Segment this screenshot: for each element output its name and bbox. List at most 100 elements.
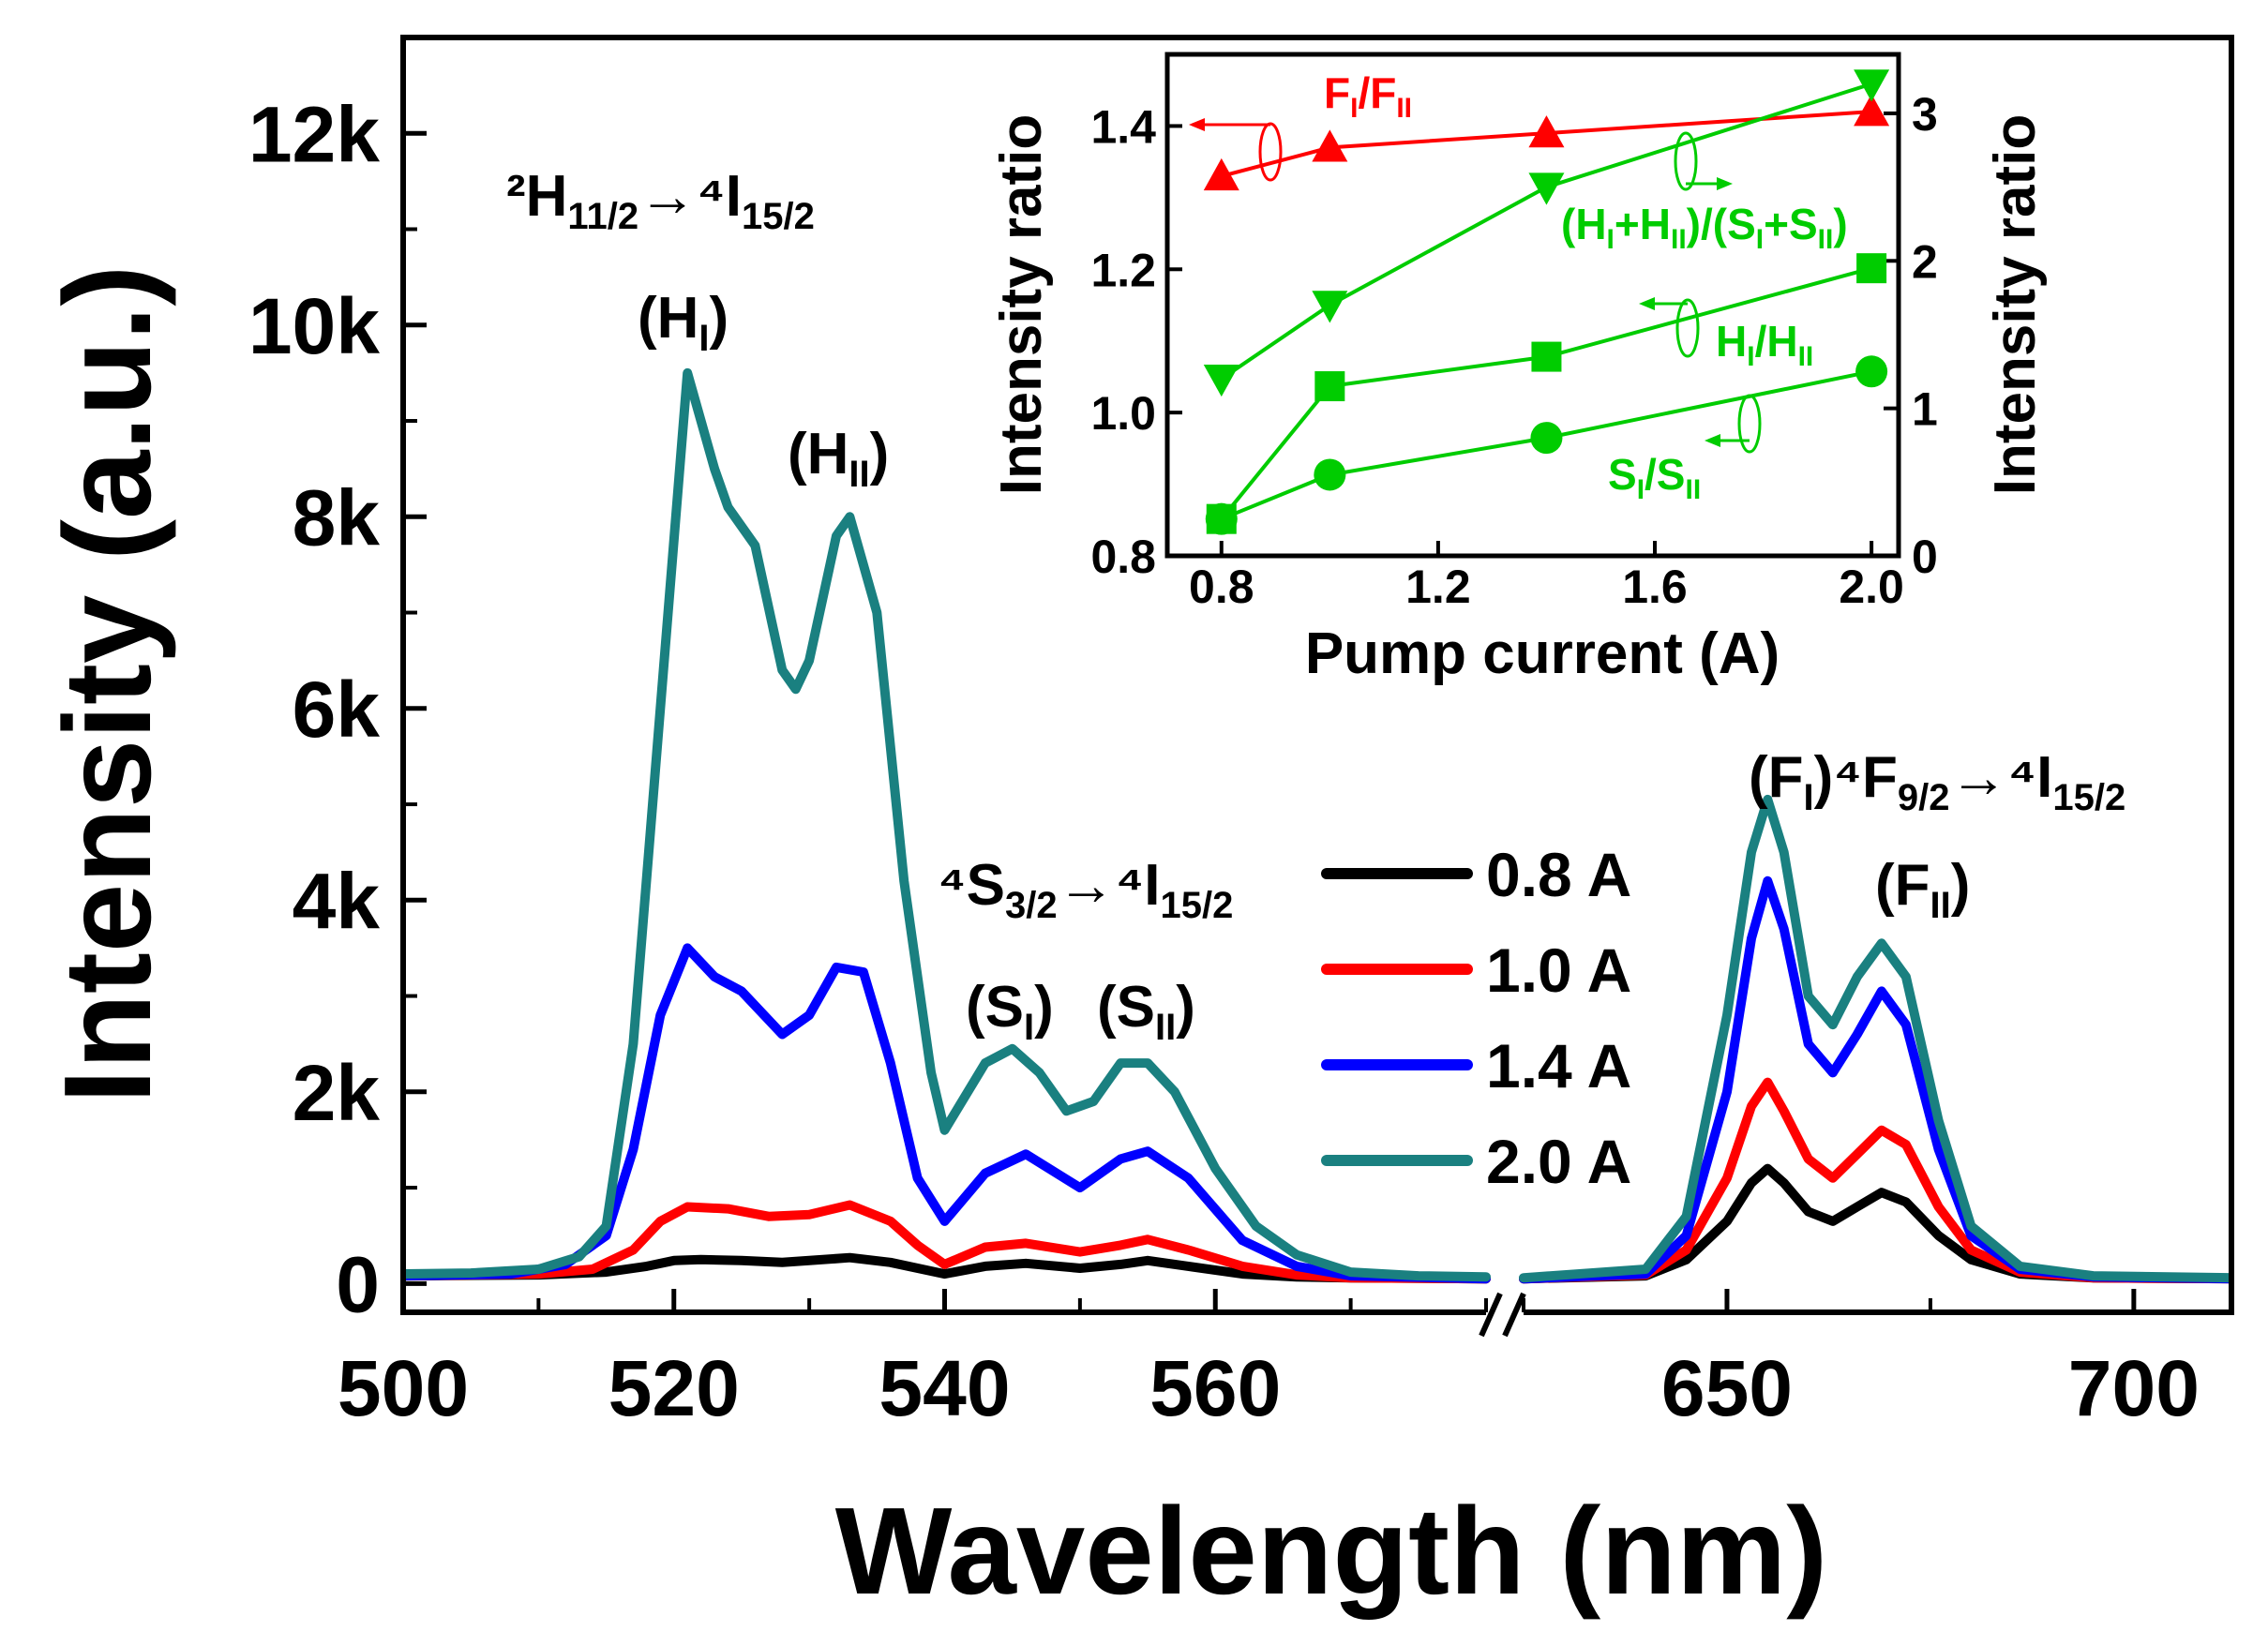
inset-series-line-1 bbox=[1220, 82, 1872, 381]
inset-label-h-s2: II bbox=[1798, 341, 1814, 372]
axis-break-mark-2 bbox=[1502, 1292, 1526, 1338]
inset-label-f-open: F bbox=[1324, 68, 1350, 117]
axis-break-mark-1 bbox=[1479, 1292, 1503, 1338]
x-tick-label-1-1: 700 bbox=[2068, 1344, 2200, 1432]
inset-label-f-ratio: FI/FII bbox=[1324, 68, 1412, 124]
annotation-h-transition-sub2: 15/2 bbox=[742, 196, 815, 237]
inset-y-axis-title-right: Intensity ratio bbox=[1983, 114, 2048, 496]
annotation-f-transition-close: ) bbox=[1814, 745, 1834, 810]
annotation-f-transition-open: (F bbox=[1749, 745, 1804, 810]
x-tick-label-0-0: 500 bbox=[338, 1344, 469, 1432]
series-line-20-seg2 bbox=[1519, 794, 2229, 1283]
inset-y-left-tick-label-0: 0.8 bbox=[1090, 531, 1156, 583]
main-y-axis-title: Intensity (a.u.) bbox=[38, 265, 176, 1104]
annotation-h-transition-sub1: 11/2 bbox=[567, 196, 638, 237]
legend: 0.8 A 1.0 A 1.4 A 2.0 A bbox=[1321, 840, 1631, 1196]
series-line-10-seg2 bbox=[1519, 1077, 2229, 1284]
inset-label-h-s1: I bbox=[1747, 341, 1754, 372]
series-line-20-seg1 bbox=[406, 367, 1491, 1282]
y-tick-label-1: 2k bbox=[293, 1049, 381, 1137]
annotations: ²H11/2→⁴I15/2 (HI) (HII) ⁴S3/2→⁴I15/2 (S… bbox=[506, 164, 2125, 1048]
series-line-10-seg1 bbox=[406, 1200, 1491, 1284]
series-line-14-seg1 bbox=[406, 943, 1491, 1284]
legend-label-2: 1.4 A bbox=[1486, 1031, 1631, 1100]
annotation-s1: (SI) bbox=[966, 975, 1054, 1048]
annotation-s1-close: ) bbox=[1034, 975, 1054, 1040]
inset-marker-1-3 bbox=[1854, 69, 1890, 102]
inset-marker-3-3 bbox=[1855, 355, 1888, 388]
series-line-08-seg1 bbox=[406, 1252, 1491, 1284]
inset-label-h-open: H bbox=[1716, 317, 1747, 366]
annotation-h1-close: ) bbox=[710, 286, 729, 351]
inset-label-hs-mid2: )/(S bbox=[1687, 200, 1756, 248]
inset-y-axis-title-left: Intensity ratio bbox=[989, 114, 1054, 496]
annotation-f-transition-sub1: 9/2 bbox=[1898, 777, 1950, 818]
x-tick-label-0-2: 540 bbox=[879, 1344, 1010, 1432]
inset-y-right-tick-label-2: 2 bbox=[1912, 235, 1938, 288]
annotation-h1-sub: I bbox=[698, 318, 709, 359]
main-plot-border bbox=[400, 35, 2234, 1315]
inset-marker-2-2 bbox=[1531, 341, 1562, 372]
inset-label-h-mid: /H bbox=[1755, 317, 1798, 366]
legend-label-3: 2.0 A bbox=[1486, 1127, 1631, 1196]
series-line-14-seg2 bbox=[1519, 875, 2229, 1284]
inset-marker-0-2 bbox=[1528, 115, 1565, 148]
inset-label-hs-close: ) bbox=[1833, 200, 1847, 248]
inset-x-axis-title: Pump current (A) bbox=[1305, 621, 1780, 686]
main-x-axis-title: Wavelength (nm) bbox=[835, 1482, 1827, 1620]
inset-label-f-s2: II bbox=[1396, 93, 1412, 124]
inset-label-hs-s2: II bbox=[1671, 224, 1687, 255]
inset-series bbox=[1203, 69, 1890, 535]
annotation-s2-close: ) bbox=[1176, 975, 1195, 1040]
annotation-f-transition-main: ⁴F bbox=[1833, 745, 1898, 810]
y-tick-label-2: 4k bbox=[293, 857, 381, 945]
annotation-h1: (HI) bbox=[638, 286, 728, 359]
inset-marker-3-1 bbox=[1314, 458, 1346, 491]
inset-label-hs-mid1: +H bbox=[1615, 200, 1671, 248]
inset-marker-0-1 bbox=[1312, 129, 1348, 162]
y-tick-label-4: 8k bbox=[293, 473, 381, 561]
y-tick-label-5: 10k bbox=[248, 282, 380, 370]
annotation-s-transition-arrow: →⁴I bbox=[1058, 853, 1161, 918]
annotation-f2-open: (F bbox=[1875, 853, 1930, 918]
indicator-f-left-axis bbox=[1189, 118, 1283, 182]
inset-marker-2-3 bbox=[1856, 253, 1887, 284]
inset-label-s-open: S bbox=[1608, 450, 1637, 499]
y-tick-label-3: 6k bbox=[293, 666, 381, 754]
y-tick-label-0: 0 bbox=[336, 1240, 380, 1328]
inset-marker-1-0 bbox=[1203, 364, 1239, 397]
annotation-s1-open: (S bbox=[966, 975, 1024, 1040]
indicator-h-right-axis bbox=[1639, 297, 1700, 358]
inset-x-tick-label-2: 1.6 bbox=[1622, 561, 1688, 613]
inset-label-s-s1: I bbox=[1637, 474, 1645, 505]
inset-tick-labels: 0.8 1.2 1.6 2.0 0.8 1.0 1.2 1.4 0 1 2 3 bbox=[1090, 88, 1937, 613]
x-tick-label-0-3: 560 bbox=[1149, 1344, 1281, 1432]
main-tick-labels: 0 2k 4k 6k 8k 10k 12k 500 520 540 560 650 700 bbox=[248, 90, 2200, 1432]
inset-marker-0-0 bbox=[1203, 157, 1239, 191]
inset-series-line-0 bbox=[1221, 110, 1872, 178]
inset-x-tick-label-0: 0.8 bbox=[1189, 561, 1254, 613]
inset-label-s-s2: II bbox=[1686, 474, 1702, 505]
inset-y-right-tick-label-0: 0 bbox=[1912, 531, 1938, 583]
inset-y-right-tick-label-3: 3 bbox=[1912, 88, 1938, 141]
annotation-f2: (FII) bbox=[1875, 853, 1970, 926]
annotation-h2-close: ) bbox=[870, 422, 890, 486]
inset-label-hs-s4: II bbox=[1818, 224, 1834, 255]
inset-chart: 0.8 1.2 1.6 2.0 0.8 1.0 1.2 1.4 0 1 2 3 Pump curren… bbox=[989, 52, 2048, 686]
inset-marker-1-2 bbox=[1528, 172, 1565, 205]
y-tick-label-6: 12k bbox=[248, 90, 380, 178]
inset-label-hs-s1: I bbox=[1607, 224, 1615, 255]
inset-series-line-2 bbox=[1220, 266, 1872, 520]
inset-plot-border bbox=[1164, 52, 1901, 559]
inset-x-tick-label-1: 1.2 bbox=[1405, 561, 1471, 613]
main-ticks bbox=[400, 130, 2137, 1312]
annotation-h-transition-main: ²H bbox=[506, 164, 567, 229]
annotation-f-transition-sub2: 15/2 bbox=[2052, 777, 2125, 818]
annotation-s1-sub: I bbox=[1024, 1007, 1034, 1048]
annotation-f2-sub: II bbox=[1930, 885, 1951, 926]
annotation-h2-open: (H bbox=[788, 422, 849, 486]
annotation-h-transition: ²H11/2→⁴I15/2 bbox=[506, 164, 815, 237]
annotation-f2-close: ) bbox=[1951, 853, 1971, 918]
inset-y-right-tick-label-1: 1 bbox=[1912, 383, 1938, 436]
